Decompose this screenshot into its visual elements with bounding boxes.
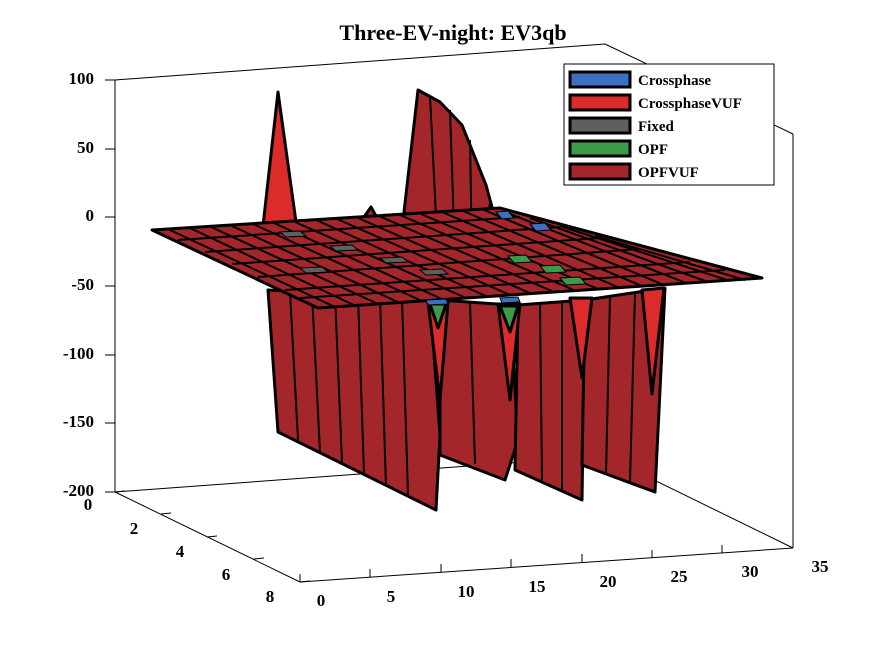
- legend-label: CrossphaseVUF: [638, 96, 742, 112]
- x-tick-label: 15: [529, 577, 546, 596]
- x-tick-label: 10: [458, 582, 475, 601]
- x-tick-label: 35: [812, 557, 829, 576]
- chart-title: Three-EV-night: EV3qb: [339, 20, 566, 45]
- y-tick-label: 6: [222, 565, 231, 584]
- legend-entry: OPF: [568, 139, 668, 158]
- x-tick-label: 25: [671, 567, 688, 586]
- z-tick-label: -150: [63, 412, 94, 431]
- plane-hatching: [169, 209, 746, 308]
- y-tick-label: 0: [84, 495, 93, 514]
- legend-swatch: [568, 139, 632, 158]
- legend-entry: OPFVUF: [568, 162, 699, 181]
- x-tick-label: 5: [387, 587, 396, 606]
- dip-2-opf: [498, 304, 520, 334]
- z-tick-label: 0: [86, 206, 95, 225]
- legend-swatch: [568, 116, 632, 135]
- legend-entry: Fixed: [568, 116, 674, 135]
- wall-segment-3: [513, 298, 587, 502]
- legend-label: OPF: [638, 142, 668, 158]
- dip-3: [568, 296, 594, 380]
- legend-swatch: [568, 70, 632, 89]
- z-tick-label: 50: [77, 138, 94, 157]
- y-tick-label: 8: [266, 587, 275, 606]
- z-tick-label: -50: [71, 275, 94, 294]
- dip-4: [640, 286, 666, 396]
- wall-segment-1: [266, 288, 442, 512]
- wall-segment-4: [580, 286, 667, 494]
- x-axis-line: [299, 547, 794, 583]
- legend-label: OPFVUF: [638, 165, 699, 181]
- x-tick-label: 0: [317, 591, 326, 610]
- z-tick-labels: 100 50 0 -50 -100 -150 -200: [63, 69, 94, 500]
- y-tick-labels: 0 2 4 6 8: [84, 495, 275, 606]
- legend-swatch: [568, 93, 632, 112]
- spike-crossphasevuf-peak: [261, 90, 298, 228]
- x-tick-label: 30: [742, 562, 759, 581]
- legend-label: Crossphase: [638, 73, 711, 89]
- legend-entry: Crossphase: [568, 70, 711, 89]
- y-tick-label: 4: [176, 542, 185, 561]
- legend: Crossphase CrossphaseVUF Fixed OPF OPFVU…: [563, 63, 775, 186]
- y-tick-label: 2: [130, 519, 139, 538]
- x-tick-label: 20: [600, 572, 617, 591]
- legend-label: Fixed: [638, 119, 674, 135]
- z-tick-label: -200: [63, 481, 94, 500]
- z-tick-label: -100: [63, 344, 94, 363]
- legend-swatch: [568, 162, 632, 181]
- x-tick-labels: 0 5 10 15 20 25 30 35: [317, 557, 829, 610]
- legend-entry: CrossphaseVUF: [568, 93, 742, 112]
- z-tick-label: 100: [69, 69, 95, 88]
- plane-series-highlights: [278, 210, 588, 306]
- dip-2: [496, 302, 522, 402]
